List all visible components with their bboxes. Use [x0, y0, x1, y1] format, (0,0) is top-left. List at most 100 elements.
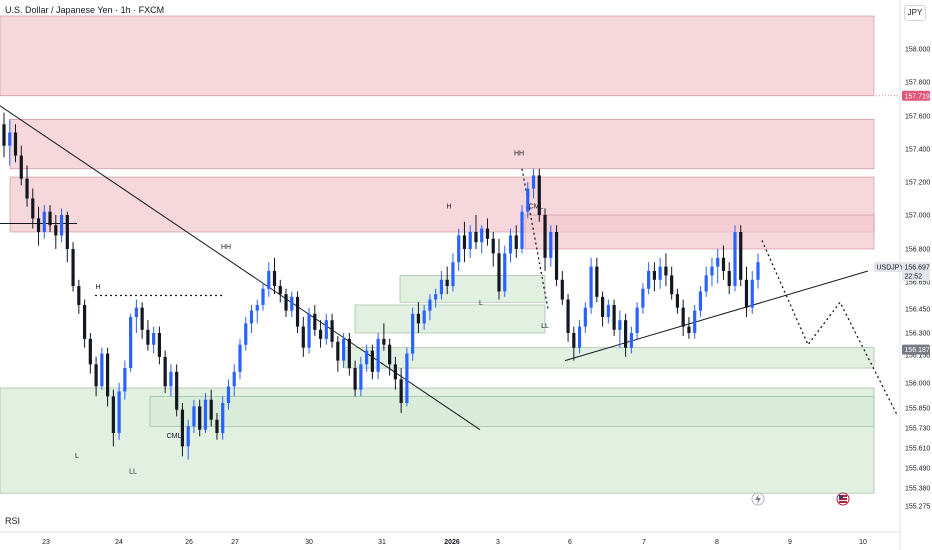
- candle-body: [376, 338, 380, 372]
- candle: [330, 313, 334, 348]
- y-tick-label: 156.000: [905, 381, 930, 388]
- price-tag-label: 156.187: [905, 347, 930, 354]
- candle-body: [353, 368, 357, 390]
- dotted-trendline[interactable]: [521, 168, 549, 310]
- candle: [606, 299, 610, 324]
- candle: [365, 344, 369, 372]
- candle: [65, 211, 69, 263]
- candle: [445, 266, 449, 295]
- x-tick-label: 6: [568, 539, 572, 546]
- candle-body: [106, 353, 110, 397]
- candle-body: [238, 344, 242, 372]
- candle: [393, 356, 397, 390]
- candle: [526, 182, 530, 219]
- candle: [457, 228, 461, 271]
- candle: [313, 304, 317, 336]
- candle-body: [727, 271, 731, 287]
- candle-body: [169, 371, 173, 387]
- lightning-icon[interactable]: [751, 492, 765, 506]
- currency-button[interactable]: JPY: [904, 5, 926, 21]
- indicator-label-rsi[interactable]: RSI: [5, 516, 21, 526]
- candle-body: [88, 338, 92, 365]
- candle-body: [198, 406, 202, 430]
- icons-layer: [751, 492, 850, 506]
- demand-zone: [399, 275, 546, 303]
- candle: [474, 215, 478, 249]
- candle: [290, 291, 294, 317]
- x-tick-label: 9: [788, 539, 792, 546]
- candle: [318, 320, 323, 348]
- x-tick-label: 2026: [444, 539, 460, 546]
- candle: [209, 389, 213, 427]
- price-tag-bg: [902, 90, 930, 101]
- candle: [284, 288, 288, 317]
- candle-body: [566, 299, 570, 333]
- price-tag-label: 156.697: [905, 265, 930, 272]
- price-tag: 156.187: [902, 344, 930, 355]
- flag-icon[interactable]: [836, 492, 850, 506]
- candle: [434, 288, 438, 308]
- candle-body: [434, 294, 438, 300]
- candle: [554, 225, 559, 287]
- candle: [255, 299, 259, 324]
- candle: [152, 326, 156, 354]
- candle: [388, 338, 392, 376]
- time-axis: 23 24 26 27 30 31 2026 3 6 7 8 9 10: [42, 539, 867, 546]
- candle-body: [123, 368, 127, 392]
- dotted-trendline[interactable]: [761, 240, 898, 415]
- candle-body: [750, 279, 754, 308]
- candle: [624, 313, 628, 357]
- candle: [549, 225, 553, 267]
- candle: [485, 218, 490, 246]
- candle: [687, 317, 691, 339]
- x-tick-label: 10: [859, 539, 867, 546]
- candle-body: [670, 275, 674, 295]
- candle-body: [111, 396, 115, 433]
- candle-body: [641, 288, 645, 308]
- chart-title: U.S. Dollar / Japanese Yen · 1h · FXCM: [5, 5, 165, 15]
- candle-body: [82, 304, 87, 339]
- candle-body: [226, 386, 231, 403]
- candle-body: [157, 333, 162, 357]
- candle-body: [503, 253, 507, 292]
- annotation-label: LL: [541, 323, 549, 330]
- candle-body: [336, 341, 340, 361]
- candle: [54, 215, 58, 249]
- candle: [278, 279, 282, 303]
- candle: [77, 279, 81, 314]
- solid-trendline[interactable]: [564, 270, 869, 362]
- price-tag-bg: [902, 262, 930, 272]
- candle-body: [416, 313, 421, 324]
- candle-body: [59, 215, 64, 236]
- candle: [422, 304, 426, 330]
- y-tick-label: 157.200: [905, 180, 930, 187]
- candle: [589, 257, 593, 314]
- candle-body: [508, 235, 513, 254]
- candle: [272, 257, 277, 295]
- candle: [134, 299, 138, 333]
- candle: [514, 225, 518, 258]
- candle: [88, 333, 92, 374]
- candle-body: [606, 304, 610, 317]
- candle: [595, 257, 599, 303]
- candle-body: [221, 403, 225, 433]
- solid-trendline[interactable]: [0, 105, 481, 431]
- candle-body: [307, 313, 311, 348]
- candle-body: [693, 310, 697, 333]
- supply-zone: [524, 214, 875, 250]
- candle-body: [687, 326, 691, 333]
- candle-body: [13, 132, 18, 156]
- candle: [698, 286, 703, 317]
- candle-body: [457, 235, 461, 263]
- candle: [560, 271, 564, 305]
- candle: [48, 205, 52, 232]
- candle: [733, 225, 737, 292]
- candle: [163, 350, 167, 393]
- candle-body: [612, 304, 616, 330]
- candle-body: [175, 371, 179, 410]
- candle: [117, 383, 121, 440]
- candle: [192, 399, 196, 433]
- candle-body: [439, 279, 444, 295]
- candle-body: [485, 228, 490, 239]
